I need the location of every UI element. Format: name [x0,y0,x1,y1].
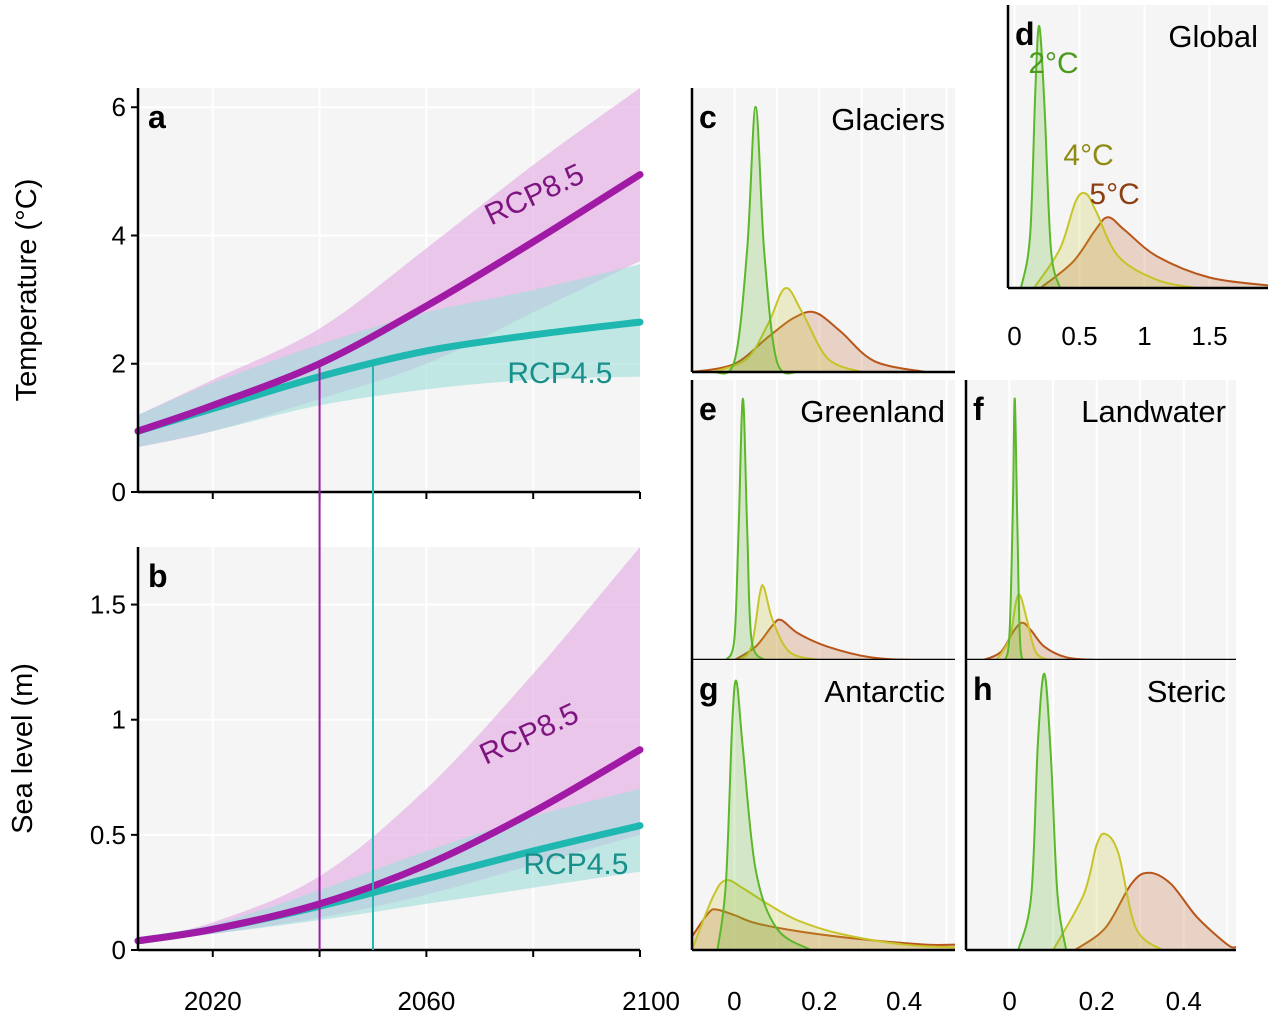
x-tick-label: 1 [1137,321,1151,351]
density-line-5degc [691,908,956,946]
panel-label-a: a [148,99,166,135]
panel-label-g: g [699,671,719,707]
line-rcp85 [134,171,644,435]
density-fill-2degc [1021,25,1060,288]
panel-title-g: Antarctic [824,674,945,709]
x-tick-label: 0 [727,986,741,1016]
density-line-4degc [691,878,956,951]
density-line-5degc [691,310,926,373]
density-line-4degc [737,584,820,661]
density-fill-4degc [713,288,862,372]
annotation-5degc: 5°C [1089,178,1139,211]
density-line-5degc [1074,871,1237,951]
density-fill-4degc [1034,192,1197,288]
density-line-2degc [1020,24,1061,289]
density-fill-2degc [1005,398,1027,661]
density-fill-5degc [692,909,955,950]
density-fill-2degc [717,680,811,950]
x-tick-label: 0.5 [1061,321,1097,351]
density-line-4degc [1052,832,1163,951]
density-fill-4degc [692,879,955,950]
panel-c: c Glaciers [690,88,955,375]
density-fill-2degc [725,398,765,660]
y-tick-label: 4 [112,220,126,250]
panel-label-b: b [148,558,168,594]
density-line-2degc [1017,672,1068,951]
density-line-2degc [712,105,799,375]
x-tick-label: 2020 [184,986,242,1016]
annotation-2degc: 2°C [1028,47,1078,80]
band-rcp45 [138,788,640,944]
density-fill-5degc [734,619,913,660]
panel-title-e: Greenland [800,394,945,429]
density-line-2degc [716,679,812,951]
density-fill-5degc [1040,217,1268,288]
panel-c-background [692,88,955,372]
density-fill-2degc [1018,673,1067,950]
density-line-4degc [1033,191,1197,289]
panel-label-f: f [973,391,984,427]
panel-title-h: Steric [1147,674,1226,709]
density-fill-5degc [1074,872,1236,950]
x-tick-label: 0 [1007,321,1021,351]
panel-label-h: h [973,671,993,707]
panel-f: f Landwater [964,380,1236,662]
panel-g-background [692,660,955,950]
panel-label-d: d [1015,16,1035,52]
density-line-5degc [982,621,1097,661]
y-tick-label: 0.5 [90,820,126,850]
panel-title-c: Glaciers [831,102,945,137]
x-tick-label: 0.2 [801,986,837,1016]
y-tick-label: 2 [112,349,126,379]
x-tick-label: 0.4 [886,986,922,1016]
panel-e: e Greenland [690,380,955,662]
density-line-5degc [733,618,913,661]
density-line-5degc [1039,216,1269,289]
panel-d: 0 0.5 1 1.5 d Global 2°C 4°C 5°C [1006,5,1269,351]
annotation-rcp45: RCP4.5 [523,848,628,881]
x-tick-label: 0 [1002,986,1016,1016]
annotation-rcp45: RCP4.5 [507,357,612,390]
panel-label-c: c [699,99,717,135]
density-line-2degc [1004,397,1028,662]
panel-h-background [966,660,1236,950]
panel-title-d: Global [1168,19,1258,54]
y-axis-label: Sea level (m) [7,663,39,834]
density-line-4degc [712,287,863,373]
y-tick-label: 1 [112,705,126,735]
band-rcp85 [138,88,640,448]
panel-label-e: e [699,391,717,427]
x-tick-label: 1.5 [1191,321,1227,351]
y-tick-label: 0 [112,477,126,507]
y-tick-label: 6 [112,92,126,122]
line-rcp85 [134,746,644,945]
panel-h: 0 0.2 0.4 h Steric [964,660,1237,1016]
x-tick-label: 2060 [397,986,455,1016]
density-fill-5degc [983,622,1097,660]
panel-g: 0 0.2 0.4 g Antarctic [690,660,956,1016]
density-fill-2degc [713,106,798,374]
annotation-4degc: 4°C [1063,139,1113,172]
x-tick-label: 2100 [622,986,680,1016]
panel-title-f: Landwater [1081,394,1226,429]
density-line-2degc [724,397,765,661]
y-axis-label: Temperature (°C) [11,179,43,402]
y-tick-label: 0 [112,935,126,965]
x-tick-label: 0.4 [1166,986,1202,1016]
y-tick-label: 1.5 [90,590,126,620]
density-fill-4degc [1053,833,1162,950]
x-tick-label: 0.2 [1079,986,1115,1016]
